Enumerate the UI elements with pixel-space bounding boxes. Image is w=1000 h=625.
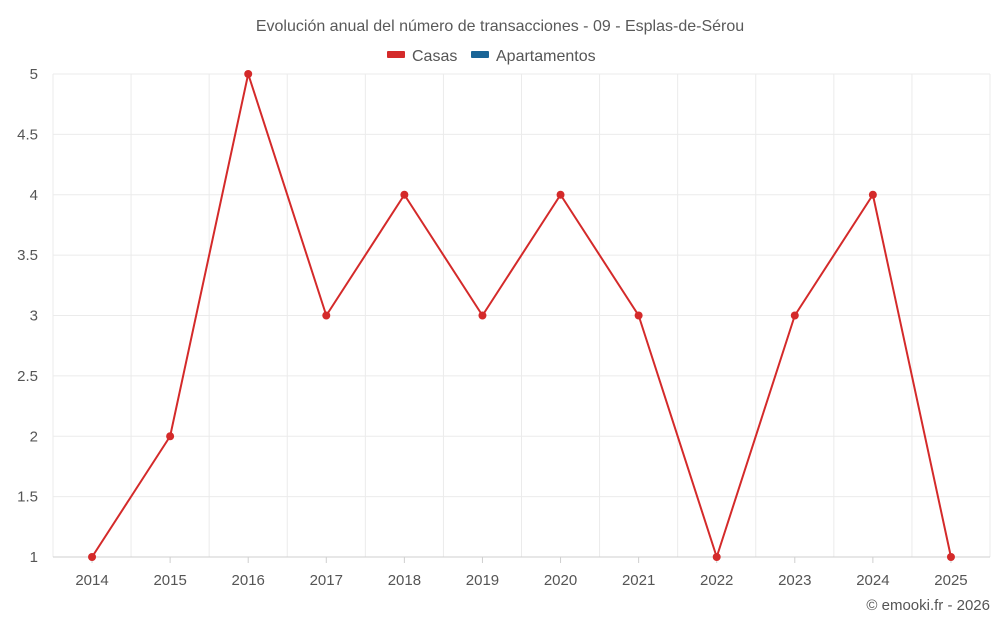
legend-swatch-apartamentos	[471, 51, 489, 58]
x-tick-label: 2015	[153, 572, 186, 589]
x-tick-label: 2024	[856, 572, 889, 589]
x-tick-label: 2021	[622, 572, 655, 589]
y-tick-label: 3	[30, 308, 38, 325]
legend: Casas Apartamentos	[387, 48, 596, 65]
x-tick-label: 2014	[75, 572, 108, 589]
data-point-casas[interactable]	[244, 70, 253, 78]
x-tick-label: 2019	[466, 572, 499, 589]
data-point-casas[interactable]	[556, 190, 565, 199]
x-tick-label: 2016	[232, 572, 265, 589]
data-point-casas[interactable]	[166, 432, 175, 441]
chart-title: Evolución anual del número de transaccio…	[256, 18, 744, 35]
data-point-casas[interactable]	[400, 190, 409, 199]
data-point-casas[interactable]	[790, 311, 799, 320]
x-tick-label: 2020	[544, 572, 577, 589]
series-casas	[88, 70, 955, 561]
x-tick-label: 2018	[388, 572, 421, 589]
series-line-casas	[91, 73, 952, 558]
y-tick-label: 4.5	[17, 126, 38, 143]
y-tick-label: 4	[30, 187, 38, 204]
data-point-casas[interactable]	[946, 553, 955, 561]
x-tick-label: 2023	[778, 572, 811, 589]
x-tick-label: 2022	[700, 572, 733, 589]
data-point-casas[interactable]	[322, 311, 331, 320]
y-tick-label: 5	[30, 66, 38, 83]
data-point-casas[interactable]	[868, 190, 877, 199]
legend-item-casas[interactable]: Casas	[387, 48, 457, 65]
legend-item-apartamentos[interactable]: Apartamentos	[471, 48, 596, 65]
grid	[52, 73, 991, 558]
data-point-casas[interactable]	[88, 553, 97, 561]
data-point-casas[interactable]	[478, 311, 487, 320]
y-tick-label: 1.5	[17, 489, 38, 506]
y-tick-label: 2	[30, 428, 38, 445]
credit-text: © emooki.fr - 2026	[866, 597, 990, 614]
y-tick-label: 2.5	[17, 368, 38, 385]
y-tick-label: 3.5	[17, 247, 38, 264]
y-tick-label: 1	[30, 549, 38, 566]
x-tick-label: 2025	[934, 572, 967, 589]
legend-label-casas: Casas	[412, 48, 457, 65]
legend-swatch-casas	[387, 51, 405, 58]
legend-label-apartamentos: Apartamentos	[496, 48, 596, 65]
x-tick-label: 2017	[310, 572, 343, 589]
axes: 1 1.5 2 2.5 3 3.5 4 4.5 5 2014 2015 2016 2017 2018 201…	[17, 66, 990, 589]
data-point-casas[interactable]	[712, 553, 721, 561]
data-point-casas[interactable]	[634, 311, 643, 320]
